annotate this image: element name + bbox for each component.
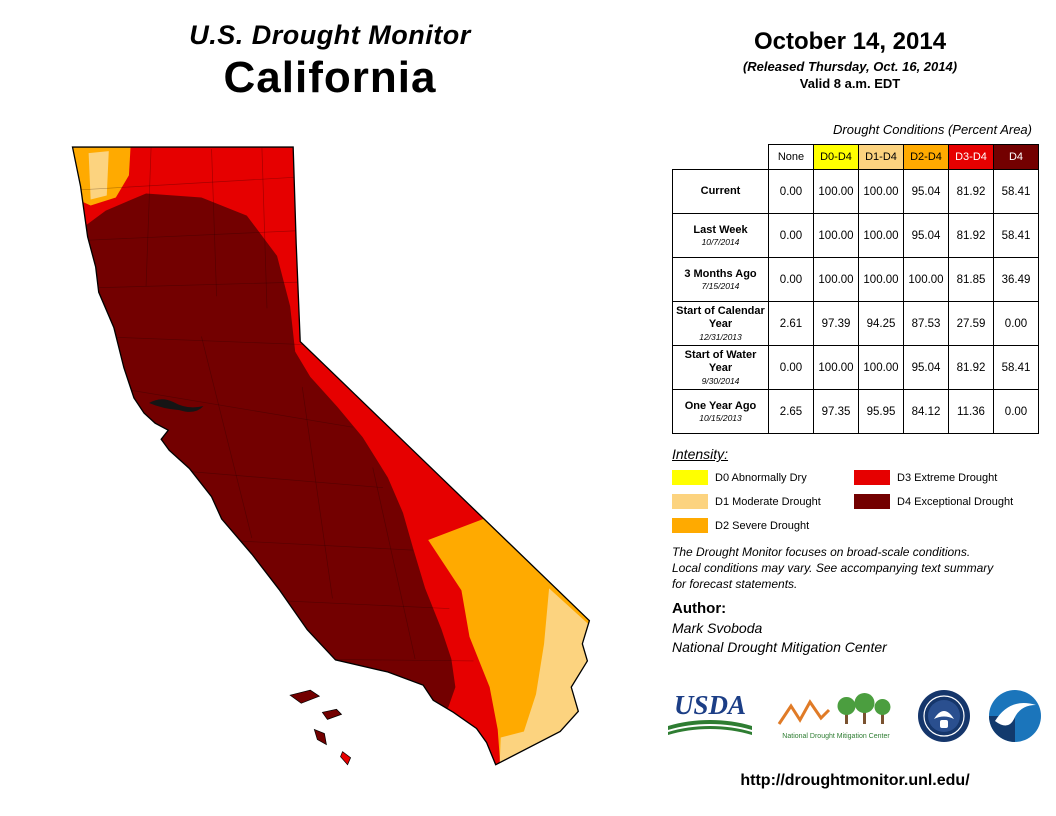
value-cell: 97.39 [813, 301, 859, 346]
author-block: Author: Mark Svoboda National Drought Mi… [672, 600, 1032, 655]
sf-bay-water [149, 399, 204, 412]
value-cell: 95.04 [903, 345, 949, 390]
d2-swatch [672, 518, 708, 533]
value-cell: 0.00 [768, 345, 814, 390]
d3-swatch [854, 470, 890, 485]
author-name: Mark Svoboda [672, 620, 763, 636]
value-cell: 100.00 [813, 345, 859, 390]
d1-swatch [672, 494, 708, 509]
valid-time: Valid 8 a.m. EDT [799, 76, 901, 91]
california-outline [71, 146, 591, 766]
table-row-start-water-year: Start of Water Year 9/30/2014 0.00 100.00… [672, 345, 1039, 390]
intensity-legend: Intensity: D0 Abnormally Dry D1 Moderate… [672, 446, 1040, 533]
california-drought-map [50, 135, 625, 805]
drought-conditions-table: None D0-D4 D1-D4 D2-D4 D3-D4 D4 Current … [672, 144, 1039, 434]
svg-text:National Drought Mitigation Ce: National Drought Mitigation Center [783, 733, 891, 740]
value-cell: 100.00 [813, 213, 859, 258]
zone-d4-core [72, 193, 456, 740]
ndmc-logo: National Drought Mitigation Center [778, 693, 891, 740]
value-cell: 58.41 [993, 345, 1039, 390]
channel-islands [289, 689, 352, 766]
logo-row: USDA National Drought Mitigation Center [664, 688, 1042, 744]
california-map-svg [71, 146, 591, 766]
value-cell: 94.25 [858, 301, 904, 346]
legend-title: Intensity: [672, 446, 729, 462]
region-title: California [223, 53, 437, 102]
usda-swoosh-icon [668, 719, 752, 735]
column-header-d0d4: D0-D4 [813, 144, 859, 170]
value-cell: 95.04 [903, 169, 949, 214]
legend-item-d3: D3 Extreme Drought [854, 470, 1013, 485]
value-cell: 100.00 [858, 345, 904, 390]
table-row-last-week: Last Week 10/7/2014 0.00 100.00 100.00 95… [672, 213, 1039, 258]
author-heading: Author: [672, 600, 727, 617]
value-cell: 58.41 [993, 213, 1039, 258]
d4-swatch [854, 494, 890, 509]
value-cell: 100.00 [813, 169, 859, 214]
value-cell: 0.00 [768, 213, 814, 258]
value-cell: 2.61 [768, 301, 814, 346]
legend-item-d2: D2 Severe Drought [672, 518, 854, 533]
table-row-current: Current 0.00 100.00 100.00 95.04 81.92 5… [672, 169, 1039, 214]
value-cell: 95.04 [903, 213, 949, 258]
table-row-one-year-ago: One Year Ago 10/15/2013 2.65 97.35 95.95 … [672, 389, 1039, 434]
value-cell: 100.00 [903, 257, 949, 302]
table-header-row: None D0-D4 D1-D4 D2-D4 D3-D4 D4 [672, 144, 1039, 170]
map-header: U.S. Drought Monitor California [40, 20, 620, 103]
d0-swatch [672, 470, 708, 485]
column-header-d2d4: D2-D4 [903, 144, 949, 170]
legend-item-d0: D0 Abnormally Dry [672, 470, 854, 485]
row-label: Current [672, 169, 769, 214]
row-label: 3 Months Ago 7/15/2014 [672, 257, 769, 302]
noaa-logo [988, 690, 1041, 742]
value-cell: 100.00 [858, 169, 904, 214]
value-cell: 0.00 [768, 169, 814, 214]
column-header-none: None [768, 144, 814, 170]
disclaimer-text: The Drought Monitor focuses on broad-sca… [672, 545, 994, 592]
column-header-d4: D4 [993, 144, 1039, 170]
value-cell: 0.00 [993, 389, 1039, 434]
map-date: October 14, 2014 [753, 28, 947, 55]
value-cell: 81.92 [948, 169, 994, 214]
value-cell: 97.35 [813, 389, 859, 434]
value-cell: 100.00 [858, 213, 904, 258]
value-cell: 81.92 [948, 345, 994, 390]
value-cell: 36.49 [993, 257, 1039, 302]
author-org: National Drought Mitigation Center [672, 639, 887, 655]
department-of-commerce-seal [917, 690, 970, 742]
page-title: U.S. Drought Monitor [189, 20, 471, 50]
row-label: Last Week 10/7/2014 [672, 213, 769, 258]
release-date: (Released Thursday, Oct. 16, 2014) [742, 59, 958, 74]
value-cell: 87.53 [903, 301, 949, 346]
value-cell: 84.12 [903, 389, 949, 434]
column-header-d3d4: D3-D4 [948, 144, 994, 170]
table-row-3-months-ago: 3 Months Ago 7/15/2014 0.00 100.00 100.00… [672, 257, 1039, 302]
row-label: Start of Calendar Year 12/31/2013 [672, 301, 769, 346]
table-title: Drought Conditions (Percent Area) [833, 122, 1032, 137]
value-cell: 0.00 [768, 257, 814, 302]
value-cell: 0.00 [993, 301, 1039, 346]
corner-cell [672, 144, 769, 170]
value-cell: 100.00 [813, 257, 859, 302]
column-header-d1d4: D1-D4 [858, 144, 904, 170]
value-cell: 58.41 [993, 169, 1039, 214]
table-row-start-calendar-year: Start of Calendar Year 12/31/2013 2.61 97… [672, 301, 1039, 346]
zone-d1-northwest [88, 151, 109, 200]
usda-logo: USDA [664, 691, 756, 741]
legend-item-d4: D4 Exceptional Drought [854, 494, 1013, 509]
row-label: One Year Ago 10/15/2013 [672, 389, 769, 434]
value-cell: 81.85 [948, 257, 994, 302]
value-cell: 81.92 [948, 213, 994, 258]
value-cell: 100.00 [858, 257, 904, 302]
value-cell: 27.59 [948, 301, 994, 346]
date-block: October 14, 2014 (Released Thursday, Oct… [670, 28, 1030, 91]
row-label: Start of Water Year 9/30/2014 [672, 345, 769, 390]
value-cell: 11.36 [948, 389, 994, 434]
legend-item-d1: D1 Moderate Drought [672, 494, 854, 509]
droughtmonitor-url[interactable]: http://droughtmonitor.unl.edu/ [740, 772, 970, 789]
value-cell: 2.65 [768, 389, 814, 434]
value-cell: 95.95 [858, 389, 904, 434]
